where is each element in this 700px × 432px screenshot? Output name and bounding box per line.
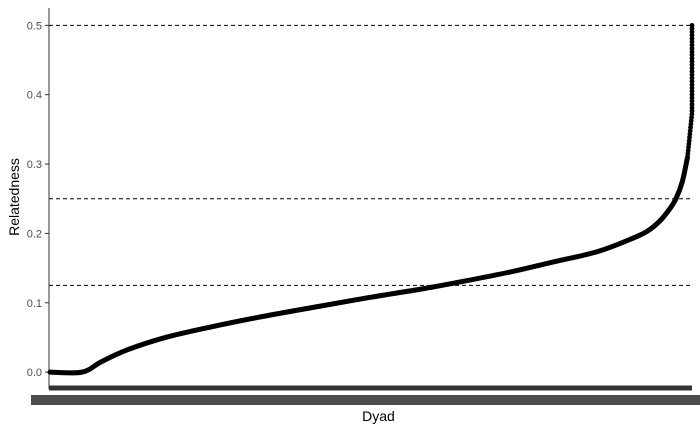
y-axis: 0.0 0.1 0.2 0.3 0.4 0.5 xyxy=(27,8,50,389)
series-tail-point xyxy=(689,62,695,68)
series-tail-point xyxy=(689,92,695,97)
series-tail-point xyxy=(689,32,695,38)
series-tail-point xyxy=(689,52,695,58)
y-tick-label-4: 0.4 xyxy=(27,90,42,102)
reference-lines xyxy=(49,24,692,286)
series-tail-point xyxy=(689,42,695,48)
series-tail-point xyxy=(689,98,695,104)
series-tail-point xyxy=(689,49,695,55)
series-tail-point xyxy=(689,55,695,61)
series-tail-point xyxy=(689,69,695,74)
series-tail-point xyxy=(689,78,695,84)
series-tail-point xyxy=(689,36,695,41)
series-tail-point xyxy=(689,75,695,81)
series-tail-point xyxy=(689,88,695,94)
y-tick-label-1: 0.1 xyxy=(27,298,42,310)
y-tick-label-2: 0.2 xyxy=(27,228,42,240)
series-tail-point xyxy=(689,108,695,114)
series-tail-point xyxy=(689,102,695,107)
series-tail-point xyxy=(689,29,695,35)
y-axis-title: Relatedness xyxy=(6,158,22,236)
series-tail-point xyxy=(689,22,695,28)
series-tail-point xyxy=(689,85,695,91)
series-tail-point xyxy=(689,46,695,51)
series-layer xyxy=(47,22,695,376)
y-tick-label-5: 0.5 xyxy=(27,20,42,32)
y-tick-label-3: 0.3 xyxy=(27,159,42,171)
x-tick-labels-overplotted xyxy=(31,395,700,405)
x-tick-labels-band xyxy=(31,395,700,405)
y-tick-label-0: 0.0 xyxy=(27,367,42,379)
series-tail-point xyxy=(689,72,695,78)
x-axis-title: Dyad xyxy=(362,408,395,424)
series-tail-point xyxy=(689,95,695,101)
series-tail-point xyxy=(689,26,695,32)
series-tail-point xyxy=(689,82,695,88)
series-line-0 xyxy=(47,154,691,376)
series-tail-point xyxy=(689,105,695,111)
series-tail-point xyxy=(689,39,695,45)
series-tail-point xyxy=(689,59,695,64)
series-tail-point xyxy=(689,65,695,71)
